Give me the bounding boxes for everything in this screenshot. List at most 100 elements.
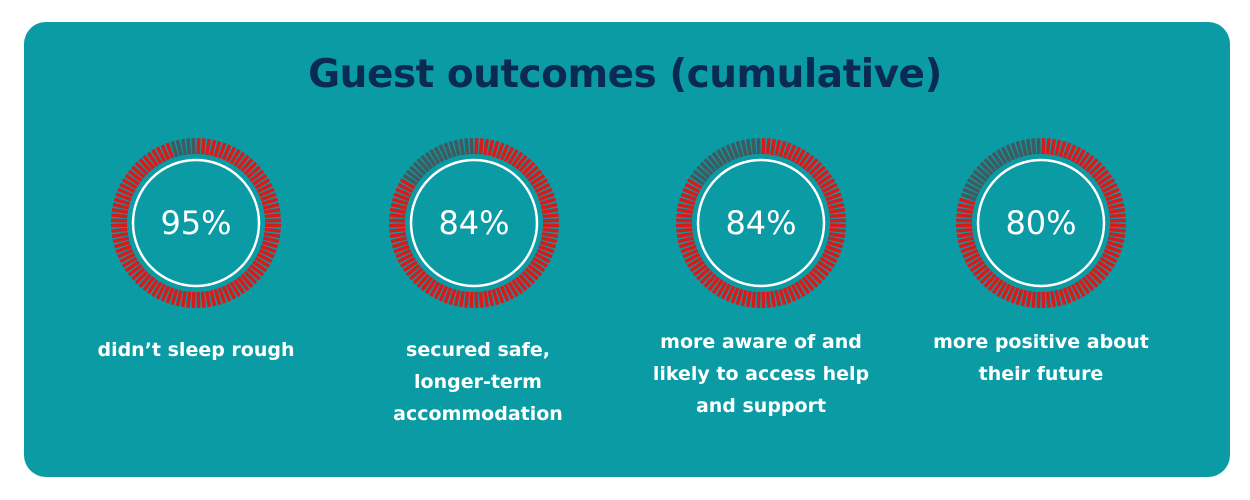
gauge-tick-filled [180,290,187,308]
gauge-tick-filled [1106,197,1124,206]
gauge-tick-filled [684,252,701,264]
gauge-tick-filled [524,267,539,281]
gauge-tick-filled [1103,187,1120,198]
gauge-tick-filled [684,182,701,194]
gauge-tick-filled [1099,256,1116,268]
gauge-tick-empty [740,139,748,157]
gauge-tick-filled [110,223,128,228]
gauge-tick-filled [514,276,528,292]
gauge-tick-empty [991,151,1004,167]
gauge-tick-filled [213,288,222,306]
gauge-tick-filled [770,290,777,308]
gauge-tick-filled [756,291,761,309]
gauge-tick-filled [389,213,406,219]
gauge-tick-filled [770,138,777,156]
gauge-tick-filled [175,289,183,307]
gauge-tick-filled [258,187,275,198]
gauge-tick-filled [252,260,268,273]
gauge-tick-filled [677,236,695,244]
gauge-tick-filled [725,285,736,302]
gauge-tick-filled [165,142,175,159]
gauge-tick-filled [1041,291,1046,309]
gauge-tick-filled [1050,290,1057,308]
chart-title: Guest outcomes (cumulative) [308,52,942,97]
gauge-tick-filled [117,248,134,259]
gauge-tick-filled [160,285,171,302]
gauge-tick-filled [243,270,258,285]
caption-didnt-sleep-rough: didn’t sleep rough [97,339,295,361]
gauge-tick-filled [1091,267,1106,281]
gauge-tick-filled [1054,289,1062,307]
gauge-value-label: 95% [160,204,232,242]
gauge-tick-filled [969,260,985,273]
gauge-tick-filled [258,248,275,259]
gauge-tick-filled [438,285,449,302]
gauge-tick-filled [249,169,265,183]
gauge-tick-filled [801,276,815,292]
gauge-tick-filled [825,192,842,202]
gauge-tick-filled [389,227,406,233]
gauge-tick-filled [474,137,479,155]
gauge-tick-filled [774,289,782,307]
gauge-tick-filled [1050,138,1057,156]
gauge-tick-filled [254,256,271,268]
gauge-tick-empty [453,139,461,157]
gauge-tick-filled [821,182,838,194]
gauge-tick-filled [491,140,500,158]
gauge-tick-empty [996,148,1008,165]
gauge-tick-filled [134,270,149,285]
gauge-tick-filled [1106,240,1124,249]
gauge-tick-filled [1041,137,1046,155]
gauge-tick-filled [821,252,838,264]
gauge-tick-filled [678,197,696,206]
gauge-tick-filled [686,256,703,268]
gauge-tick-empty [1031,138,1037,155]
gauge-tick-filled [393,192,410,202]
gauge-tick-filled [134,161,149,176]
gauge-tick-empty [976,165,991,179]
gauge-tick-filled [389,207,407,214]
gauge-tick-filled [1109,218,1127,223]
gauge-tick-empty [969,173,985,186]
gauge-tick-filled [1025,290,1032,308]
gauge-tick-filled [142,276,156,292]
gauge-tick-filled [680,244,697,254]
gauge-tick-filled [469,291,474,309]
gauge-tick-filled [483,138,490,156]
gauge-tick-filled [532,178,549,190]
gauge-tick-filled [677,202,695,210]
gauge-tick-filled [826,197,844,206]
gauge-tick-filled [1081,276,1095,292]
gauge-tick-filled [1058,140,1067,158]
gauge-tick-filled [972,263,988,277]
gauge-tick-filled [1101,182,1118,194]
gauge-tick-filled [1045,138,1051,155]
gauge-tick-empty [409,165,424,179]
gauge-tick-filled [399,256,416,268]
gauge-tick-filled [1108,232,1126,239]
gauge-tick-filled [1015,288,1024,306]
gauge-tick-filled [823,248,840,259]
gauge-tick-empty [402,173,418,186]
gauge-tick-filled [716,281,728,298]
gauge-tick-filled [191,291,196,309]
gauge-tick-filled [976,267,991,281]
gauge-tick-filled [499,285,510,302]
gauge-tick-filled [829,213,846,219]
gauge-tick-filled [790,146,802,163]
gauge-tick-filled [124,173,140,186]
gauge-ticks [110,137,282,309]
gauge-tick-filled [146,151,159,167]
gauge-tick-filled [263,207,281,214]
gauge-ticks [955,137,1127,309]
gauge-tick-empty [420,154,434,170]
gauge-positive-future: 80% [955,137,1127,309]
gauge-tick-filled [229,281,241,298]
gauge-tick-filled [745,290,752,308]
gauge-tick-filled [676,232,694,239]
gauge-tick-filled [825,244,842,254]
gauge-tick-filled [389,232,407,239]
gauge-tick-empty [730,142,740,159]
gauge-tick-filled [405,263,421,277]
gauge-tick-filled [1074,148,1086,165]
